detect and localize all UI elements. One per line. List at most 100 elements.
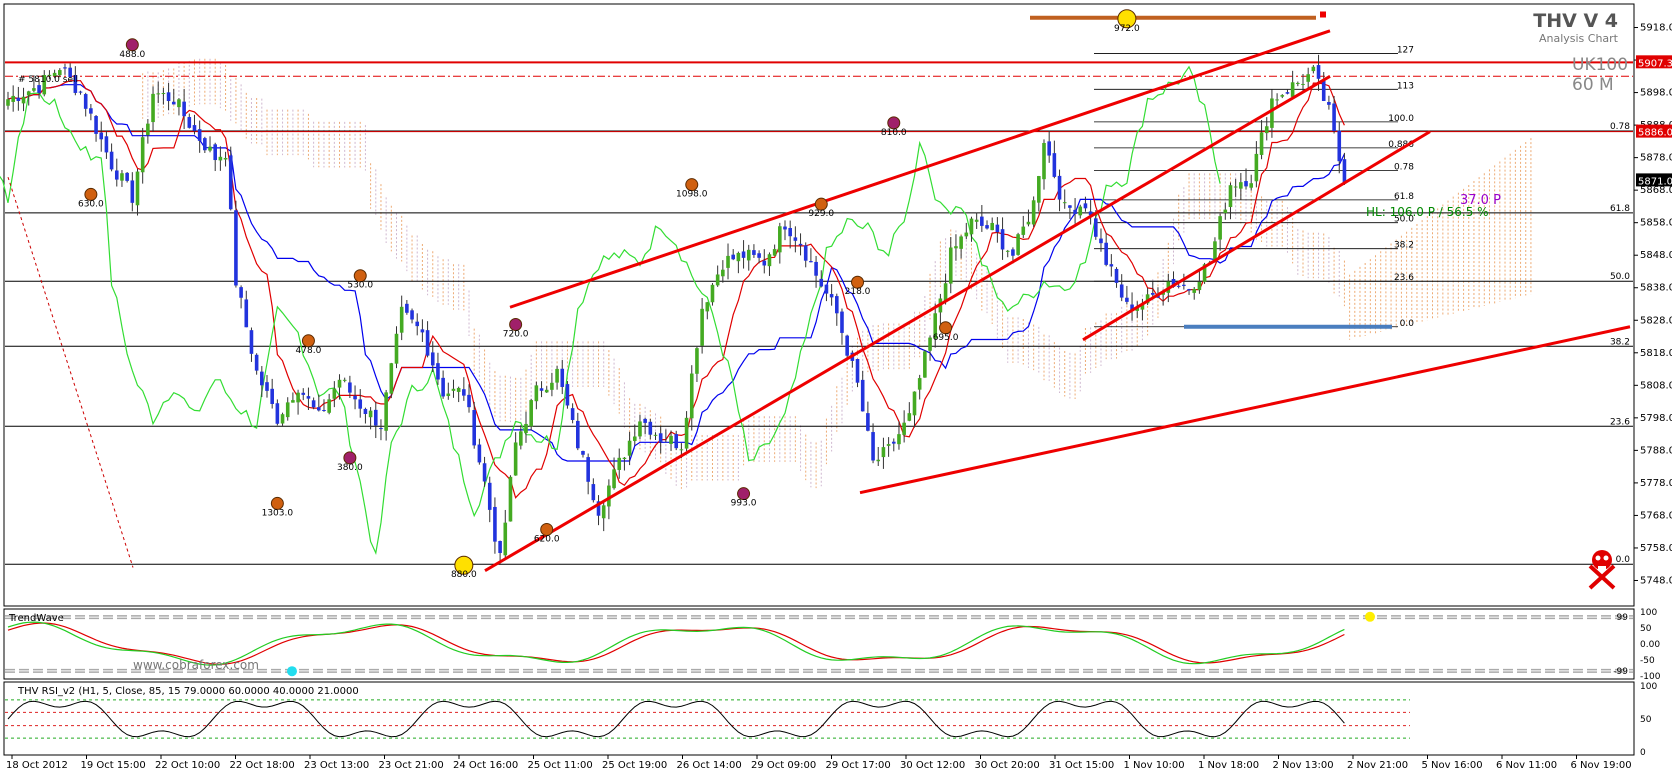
pivot-marker [353, 269, 367, 283]
candle-body [1259, 132, 1264, 155]
tw-level-label: 99 [1617, 613, 1629, 623]
candle-body [192, 125, 197, 131]
candle-body [1031, 200, 1036, 225]
candle-body [120, 173, 124, 181]
candle-body [58, 70, 62, 76]
candle-body [1047, 141, 1051, 156]
price-tick-label: 5838.0 [1640, 283, 1672, 294]
tw-level-label: -99 [1613, 667, 1628, 677]
candle-body [622, 457, 627, 460]
candle-body [420, 329, 425, 333]
candle-body [311, 400, 316, 408]
trendwave-plot: 99 -99 [5, 611, 1633, 677]
candle-body [886, 444, 891, 446]
candle-body [1249, 183, 1253, 188]
swing-label: 929.0 [808, 209, 834, 219]
fib-label: 0.78 [1394, 163, 1414, 173]
level-label: 0.0 [1616, 555, 1631, 565]
time-label: 1 Nov 18:00 [1198, 760, 1259, 771]
timeframe-label: 60 M [1572, 75, 1614, 95]
candle-body [353, 395, 357, 400]
candle-body [291, 400, 295, 403]
candle-body [1244, 181, 1248, 187]
price-tag [1636, 173, 1672, 187]
candle-body [1104, 242, 1108, 265]
candle-body [560, 368, 565, 387]
candle-body [1197, 281, 1202, 291]
swing-label: 1303.0 [262, 508, 294, 518]
candle-body [809, 261, 813, 263]
trendwave-line [7, 621, 1345, 666]
candle-body [783, 226, 787, 230]
time-label: 6 Nov 11:00 [1496, 760, 1557, 771]
rsi-plot [5, 699, 1410, 739]
candle-body [581, 450, 585, 455]
candle-body [1016, 234, 1020, 255]
candle-body [399, 306, 404, 333]
candle-body [1099, 238, 1103, 244]
price-tag-label: 5886.0 [1638, 128, 1672, 139]
candle-body [1223, 209, 1228, 214]
candle-body [1280, 95, 1285, 97]
candle-body [1233, 186, 1238, 188]
candle-body [146, 123, 150, 136]
candles [6, 54, 1347, 564]
candle-body [565, 384, 570, 406]
candle-body [151, 93, 155, 123]
swing-label: 630.0 [78, 199, 104, 209]
price-tick-label: 5798.0 [1640, 413, 1672, 424]
candle-body [306, 396, 311, 399]
candle-body [617, 457, 622, 470]
candle-body [239, 287, 243, 298]
time-label: 6 Nov 19:00 [1571, 760, 1632, 771]
pivot-marker [1117, 9, 1137, 29]
candle-body [529, 400, 533, 427]
candle-body [166, 92, 171, 102]
target-marker [1320, 11, 1326, 18]
symbol-label: UK100 [1572, 55, 1628, 75]
fib-label: 38.2 [1394, 241, 1414, 251]
candle-body [363, 408, 368, 414]
candle-body [1176, 285, 1181, 287]
price-tick-label: 5918.0 [1640, 23, 1672, 34]
pivot-marker [685, 178, 699, 192]
candle-body [161, 93, 166, 95]
candle-body [1171, 278, 1176, 287]
candle-body [317, 407, 321, 411]
candle-body [1011, 249, 1015, 256]
candle-body [638, 421, 642, 437]
candle-body [715, 274, 720, 286]
rsi-line [7, 700, 1345, 738]
candle-body [513, 442, 518, 476]
candle-body [47, 74, 52, 76]
price-tick-label: 5858.0 [1640, 218, 1672, 229]
price-tick-label: 5848.0 [1640, 250, 1672, 261]
chart-title: THV V 4 [1533, 10, 1618, 32]
candle-body [798, 243, 803, 246]
fib-label: 61.8 [1394, 192, 1414, 202]
trend-line-dotted [7, 176, 134, 568]
candle-body [778, 226, 782, 253]
chart-subtitle: Analysis Chart [1539, 32, 1619, 45]
candle-body [819, 278, 824, 287]
candle-body [1239, 182, 1243, 189]
candle-body [736, 252, 741, 262]
candle-body [1130, 304, 1134, 311]
candle-body [68, 67, 72, 77]
candle-body [389, 363, 394, 394]
candle-body [477, 444, 482, 463]
candle-body [762, 260, 767, 266]
candle-body [969, 218, 974, 235]
time-label: 1 Nov 10:00 [1124, 760, 1185, 771]
candle-body [394, 333, 399, 364]
time-label: 25 Oct 11:00 [528, 760, 593, 771]
trend-line [1082, 130, 1431, 342]
tw-tick-label: 50 [1640, 624, 1652, 634]
time-label: 30 Oct 20:00 [975, 760, 1040, 771]
candle-body [342, 379, 347, 381]
candle-body [943, 283, 948, 302]
price-tick-label: 5778.0 [1640, 478, 1672, 489]
candle-body [296, 392, 300, 403]
